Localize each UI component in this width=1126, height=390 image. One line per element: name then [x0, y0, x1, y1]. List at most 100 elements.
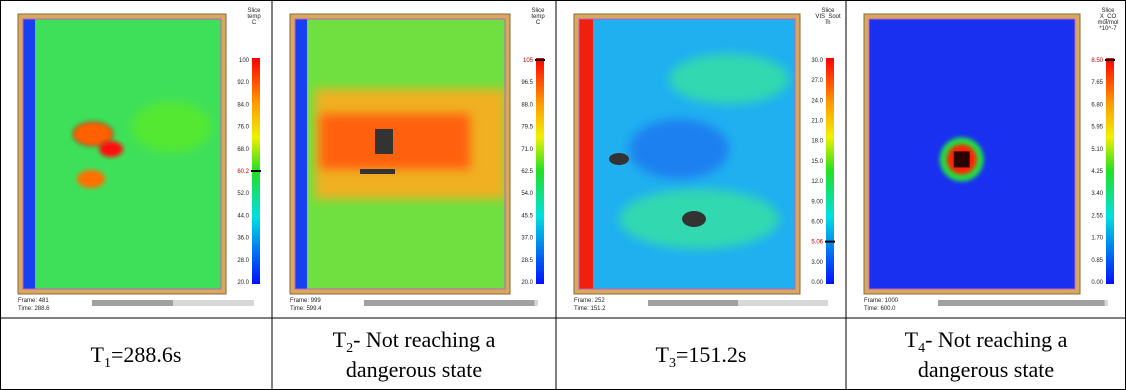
colorbar-title: m	[826, 20, 831, 26]
field-wall	[295, 19, 307, 289]
caption-line2: dangerous state	[918, 357, 1054, 382]
colorbar-title: Slice	[531, 8, 545, 14]
colorbar-tick-label: 3.40	[1091, 191, 1103, 197]
colorbar-title: Slice	[1101, 8, 1115, 14]
field-core	[360, 169, 395, 174]
colorbar-title: temp	[247, 14, 261, 20]
time-label: Time: 600.0	[864, 306, 896, 312]
field-band	[320, 114, 470, 169]
time-label: Time: 599.4	[290, 306, 322, 312]
colorbar-tick-label: 28.5	[521, 258, 533, 264]
caption: T2- Not reaching a	[333, 327, 496, 356]
field-group	[23, 19, 221, 289]
colorbar-tick-label: 6.80	[1091, 102, 1103, 108]
colorbar-marker	[535, 59, 545, 61]
colorbar-tick-label: 76.0	[237, 125, 249, 131]
progress-bar	[648, 300, 738, 306]
colorbar-tick-label: 28.0	[237, 258, 249, 264]
colorbar-tick-label: 0.85	[1091, 258, 1103, 264]
colorbar-tick-label: 4.25	[1091, 169, 1103, 175]
colorbar-tick-label: 20.0	[521, 280, 533, 286]
colorbar-tick-label: 60.2	[237, 169, 249, 175]
colorbar-tick-label: 7.65	[1091, 80, 1103, 86]
field	[23, 19, 221, 289]
colorbar-tick-label: 96.5	[521, 80, 533, 86]
colorbar-title: *10^-7	[1099, 26, 1117, 32]
field-wall	[23, 19, 35, 289]
field-hot	[77, 170, 105, 188]
room-outline	[578, 18, 796, 290]
caption: T4- Not reaching a	[905, 327, 1068, 356]
colorbar-title: temp	[531, 14, 545, 20]
caption-sub: 2	[346, 341, 353, 356]
progress-bar	[364, 300, 535, 306]
field-wall	[579, 19, 593, 289]
caption-text: =151.2s	[676, 342, 746, 367]
colorbar-tick-label: 27.0	[811, 78, 823, 84]
time-label: Time: 288.6	[18, 306, 50, 312]
caption-symbol: T	[656, 342, 670, 367]
caption-text: =288.6s	[111, 342, 181, 367]
caption-sub: 1	[104, 356, 111, 371]
frame-label: Frame: 481	[18, 298, 49, 304]
colorbar-tick-label: 54.0	[521, 191, 533, 197]
colorbar-tick-label: 37.0	[521, 236, 533, 242]
field-dark	[682, 211, 706, 227]
colorbar-tick-label: 84.0	[237, 102, 249, 108]
colorbar-tick-label: 18.0	[811, 139, 823, 145]
caption-sub: 3	[669, 356, 676, 371]
field-blob	[629, 119, 729, 179]
field-core	[375, 129, 393, 154]
colorbar-tick-label: 92.0	[237, 80, 249, 86]
colorbar-tick-label: 79.5	[521, 125, 533, 131]
colorbar-title: X_CO	[1100, 14, 1117, 20]
colorbar	[1106, 58, 1114, 284]
colorbar-tick-label: 24.0	[811, 98, 823, 104]
colorbar-tick-label: 20.0	[237, 280, 249, 286]
progress-bar	[938, 300, 1105, 306]
colorbar-tick-label: 3.00	[811, 260, 823, 266]
colorbar-title: C	[252, 20, 257, 26]
room-outline	[868, 18, 1076, 290]
colorbar-tick-label: 15.0	[811, 159, 823, 165]
colorbar-tick-label: 6.00	[811, 219, 823, 225]
colorbar-tick-label: 100	[239, 58, 250, 64]
colorbar-title: VIS_Soot	[815, 14, 841, 20]
colorbar-tick-label: 30.0	[811, 58, 823, 64]
colorbar-tick-label: 62.5	[521, 169, 533, 175]
caption-text: - Not reaching a	[925, 327, 1068, 352]
time-label: Time: 151.2	[574, 306, 606, 312]
colorbar-marker	[1105, 59, 1115, 61]
field-core	[953, 151, 970, 168]
colorbar-tick-label: 5.10	[1091, 147, 1103, 153]
colorbar-tick-label: 12.0	[811, 179, 823, 185]
colorbar-tick-label: 5.06	[811, 240, 823, 246]
field-group	[295, 19, 505, 289]
colorbar-tick-label: 2.55	[1091, 213, 1103, 219]
colorbar-tick-label: 105	[523, 58, 534, 64]
colorbar-tick-label: 9.00	[811, 199, 823, 205]
caption-symbol: T	[333, 327, 347, 352]
field-hot	[99, 141, 123, 157]
colorbar	[826, 58, 834, 284]
colorbar-marker	[251, 170, 261, 172]
field-hot	[72, 121, 114, 147]
colorbar-tick-label: 52.0	[237, 191, 249, 197]
colorbar-tick-label: 0.00	[811, 280, 823, 286]
colorbar-tick-label: 5.95	[1091, 125, 1103, 131]
caption: T1=288.6s	[91, 342, 182, 371]
field-dark	[609, 153, 629, 165]
colorbar-tick-label: 0.00	[1091, 280, 1103, 286]
frame-label: Frame: 252	[574, 298, 605, 304]
frame-label: Frame: 999	[290, 298, 321, 304]
frame-label: Frame: 1000	[864, 298, 899, 304]
room-outline	[294, 18, 506, 290]
field-group	[869, 19, 1075, 289]
colorbar	[536, 58, 544, 284]
colorbar-tick-label: 45.5	[521, 213, 533, 219]
room-outline	[22, 18, 222, 290]
